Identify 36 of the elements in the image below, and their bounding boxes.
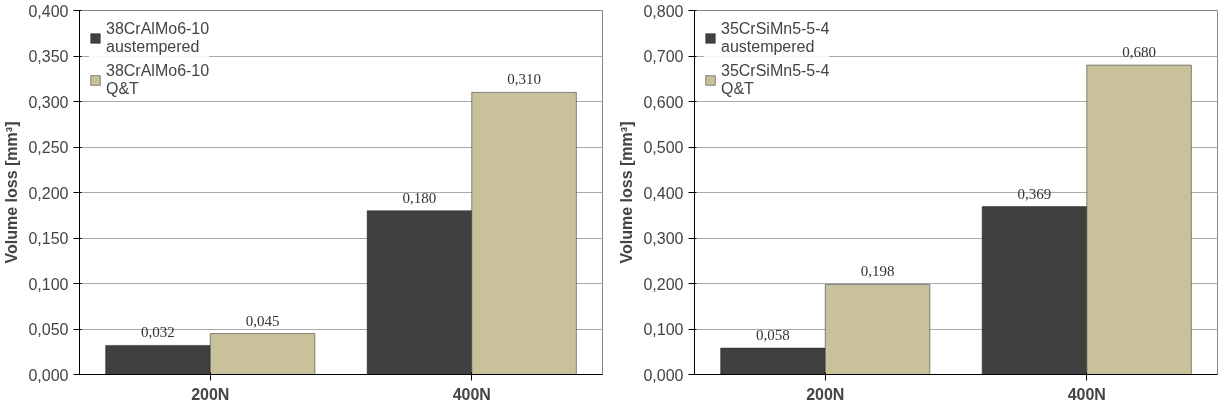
- x-tick-label: 400N: [1067, 385, 1106, 403]
- y-tick-label: 0,300: [28, 93, 69, 111]
- data-label: 0,045: [245, 312, 280, 329]
- y-tick-label: 0,200: [643, 275, 684, 293]
- y-tick-label: 0,600: [643, 93, 684, 111]
- y-axis-title: Volume loss [mm³]: [3, 121, 21, 264]
- y-tick-label: 0,700: [643, 48, 684, 65]
- y-tick-label: 0,100: [643, 321, 684, 338]
- y-tick-label: 0,250: [28, 139, 69, 156]
- x-tick-label: 200N: [806, 385, 845, 403]
- data-label: 0,180: [402, 189, 437, 206]
- y-tick-label: 0,150: [28, 230, 69, 247]
- legend-label: 35CrSiMn5-5-4 austempered: [721, 20, 830, 56]
- y-tick-label: 0,400: [28, 2, 69, 20]
- y-tick-label: 0,350: [28, 48, 69, 65]
- data-label: 0,310: [507, 71, 541, 88]
- data-label: 0,198: [860, 263, 895, 280]
- y-tick-label: 0,400: [643, 184, 684, 202]
- y-tick-label: 0,500: [643, 139, 684, 156]
- x-tick-label: 200N: [191, 385, 230, 403]
- data-label: 0,680: [1122, 44, 1156, 61]
- x-tick-label: 400N: [452, 385, 491, 403]
- data-label: 0,369: [1017, 185, 1052, 202]
- y-tick-label: 0,100: [28, 275, 69, 293]
- y-axis-title: Volume loss [mm³]: [618, 121, 636, 264]
- legend-label: 35CrSiMn5-5-4 Q&T: [721, 62, 830, 98]
- data-label: 0,032: [141, 324, 175, 341]
- y-tick-label: 0,300: [643, 230, 684, 247]
- y-tick-label: 0,000: [28, 366, 69, 384]
- y-tick-label: 0,000: [643, 366, 684, 384]
- y-tick-label: 0,050: [28, 321, 69, 338]
- data-label: 0,058: [756, 327, 790, 344]
- legend-label: 38CrAlMo6-10 Q&T: [106, 62, 210, 98]
- y-tick-label: 0,800: [643, 2, 684, 20]
- y-tick-label: 0,200: [28, 184, 69, 202]
- legend-label: 38CrAlMo6-10 austempered: [106, 20, 210, 56]
